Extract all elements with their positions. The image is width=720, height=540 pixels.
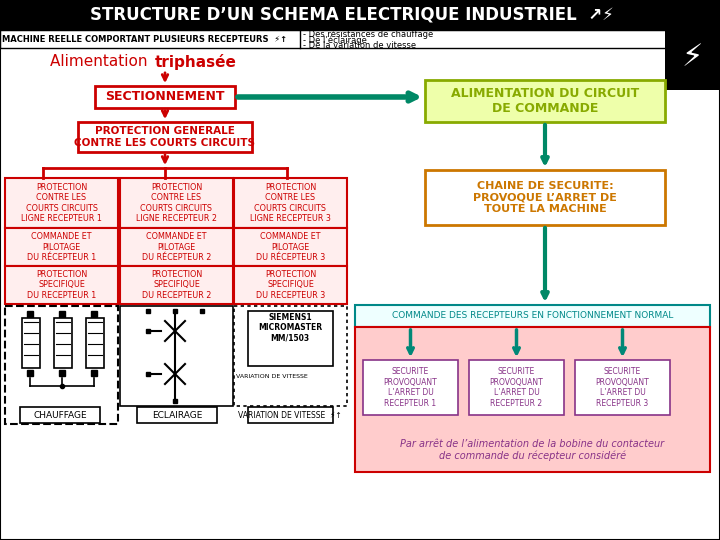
Bar — [22, 318, 40, 368]
Bar — [137, 407, 217, 423]
Text: triphasée: triphasée — [155, 54, 237, 70]
Text: SECURITE
PROVOQUANT
L’ARRET DU
RECEPTEUR 3: SECURITE PROVOQUANT L’ARRET DU RECEPTEUR… — [595, 367, 649, 408]
Bar — [120, 306, 233, 406]
Text: COMMANDE DES RECEPTEURS EN FONCTIONNEMENT NORMAL: COMMANDE DES RECEPTEURS EN FONCTIONNEMEN… — [392, 312, 673, 321]
Text: PROTECTION
SPECIFIQUE
DU RECEPTEUR 2: PROTECTION SPECIFIQUE DU RECEPTEUR 2 — [142, 270, 211, 300]
Bar — [234, 306, 347, 406]
Text: ECLAIRAGE: ECLAIRAGE — [152, 411, 202, 421]
Text: COMMANDE ET
PILOTAGE
DU RÉCEPTEUR 1: COMMANDE ET PILOTAGE DU RÉCEPTEUR 1 — [27, 232, 96, 262]
Bar — [78, 122, 252, 152]
Bar — [120, 266, 233, 304]
Text: SECURITE
PROVOQUANT
L’ARRET DU
RECEPTEUR 1: SECURITE PROVOQUANT L’ARRET DU RECEPTEUR… — [384, 367, 437, 408]
Bar — [5, 228, 118, 266]
Bar — [234, 178, 347, 228]
Bar — [665, 30, 720, 90]
Bar — [5, 266, 118, 304]
Bar — [425, 80, 665, 122]
Text: - De la variation de vitesse: - De la variation de vitesse — [303, 42, 416, 51]
Bar — [54, 318, 72, 368]
Text: CHAUFFAGE: CHAUFFAGE — [33, 411, 87, 421]
Text: Par arrêt de l’alimentation de la bobine du contacteur
de commande du récepteur : Par arrêt de l’alimentation de la bobine… — [400, 439, 665, 461]
Bar — [575, 360, 670, 415]
Bar — [355, 305, 710, 327]
Text: ALIMENTATION DU CIRCUIT
DE COMMANDE: ALIMENTATION DU CIRCUIT DE COMMANDE — [451, 87, 639, 115]
Bar — [234, 266, 347, 304]
Text: - Des résistances de chauffage: - Des résistances de chauffage — [303, 29, 433, 39]
Text: SIEMENS1
MICROMASTER
MM/1503: SIEMENS1 MICROMASTER MM/1503 — [258, 313, 322, 343]
Bar — [0, 0, 720, 30]
Bar — [0, 30, 720, 48]
Bar — [425, 170, 665, 225]
Text: VARIATION DE VITESSE: VARIATION DE VITESSE — [236, 374, 308, 379]
Bar — [363, 360, 458, 415]
Text: PROTECTION
CONTRE LES
COURTS CIRCUITS
LIGNE RECEPTEUR 2: PROTECTION CONTRE LES COURTS CIRCUITS LI… — [136, 183, 217, 223]
Text: VARIATION DE VITESSE  ⚡↑: VARIATION DE VITESSE ⚡↑ — [238, 411, 342, 421]
Text: SECURITE
PROVOQUANT
L’ARRET DU
RECEPTEUR 2: SECURITE PROVOQUANT L’ARRET DU RECEPTEUR… — [490, 367, 544, 408]
Text: PROTECTION
SPECIFIQUE
DU RECEPTEUR 3: PROTECTION SPECIFIQUE DU RECEPTEUR 3 — [256, 270, 325, 300]
Bar — [120, 228, 233, 266]
Bar — [248, 407, 333, 423]
Bar — [469, 360, 564, 415]
Text: COMMANDE ET
PILOTAGE
DU RÉCEPTEUR 3: COMMANDE ET PILOTAGE DU RÉCEPTEUR 3 — [256, 232, 325, 262]
Text: COMMANDE ET
PILOTAGE
DU RÉCEPTEUR 2: COMMANDE ET PILOTAGE DU RÉCEPTEUR 2 — [142, 232, 211, 262]
Text: SECTIONNEMENT: SECTIONNEMENT — [105, 91, 225, 104]
Text: MACHINE REELLE COMPORTANT PLUSIEURS RECEPTEURS  ⚡↑: MACHINE REELLE COMPORTANT PLUSIEURS RECE… — [2, 35, 287, 44]
Text: - De l’éclairage: - De l’éclairage — [303, 35, 367, 45]
Bar — [355, 327, 710, 472]
Text: ⚡: ⚡ — [681, 44, 703, 72]
Bar — [248, 311, 333, 366]
Text: Alimentation: Alimentation — [50, 55, 153, 70]
Bar — [20, 407, 100, 423]
Text: PROTECTION
CONTRE LES
COURTS CIRCUITS
LIGNE RECEPTEUR 3: PROTECTION CONTRE LES COURTS CIRCUITS LI… — [250, 183, 331, 223]
Text: PROTECTION
SPECIFIQUE
DU RECEPTEUR 1: PROTECTION SPECIFIQUE DU RECEPTEUR 1 — [27, 270, 96, 300]
Text: CHAINE DE SECURITE:
PROVOQUE L’ARRET DE
TOUTE LA MACHINE: CHAINE DE SECURITE: PROVOQUE L’ARRET DE … — [473, 181, 617, 214]
Bar — [5, 306, 118, 424]
Bar — [5, 178, 118, 228]
Text: PROTECTION GENERALE
CONTRE LES COURTS CIRCUITS: PROTECTION GENERALE CONTRE LES COURTS CI… — [74, 126, 256, 148]
Bar — [86, 318, 104, 368]
Text: PROTECTION
CONTRE LES
COURTS CIRCUITS
LIGNE RECEPTEUR 1: PROTECTION CONTRE LES COURTS CIRCUITS LI… — [21, 183, 102, 223]
Text: STRUCTURE D’UN SCHEMA ELECTRIQUE INDUSTRIEL  ↗⚡: STRUCTURE D’UN SCHEMA ELECTRIQUE INDUSTR… — [90, 6, 614, 24]
Bar — [120, 178, 233, 228]
Bar — [95, 86, 235, 108]
Bar — [234, 228, 347, 266]
